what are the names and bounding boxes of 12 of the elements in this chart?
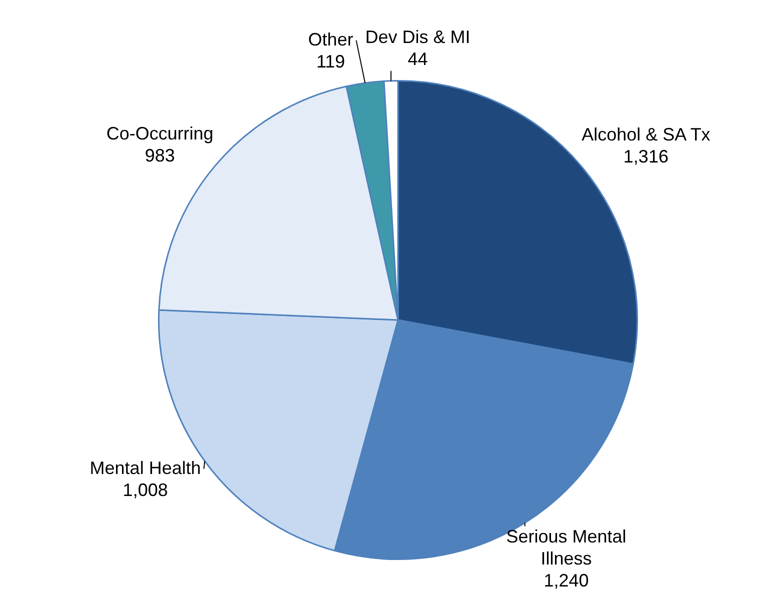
data-label: 983 <box>144 146 175 166</box>
slice-label: Alcohol & SA Tx <box>582 124 710 145</box>
data-label: 119 <box>316 51 346 72</box>
data-label: 1,008 <box>122 480 168 500</box>
slice-label: Co-Occurring <box>106 124 214 144</box>
slice-label: Other <box>308 29 354 50</box>
data-label: 44 <box>408 48 428 69</box>
slice-label: Serious Mental Illness <box>506 526 626 568</box>
data-label: 1,240 <box>544 570 589 590</box>
data-label: 1,316 <box>623 146 668 167</box>
slice-label: Dev Dis & MI <box>365 26 470 47</box>
slice-label: Mental Health <box>90 458 201 478</box>
